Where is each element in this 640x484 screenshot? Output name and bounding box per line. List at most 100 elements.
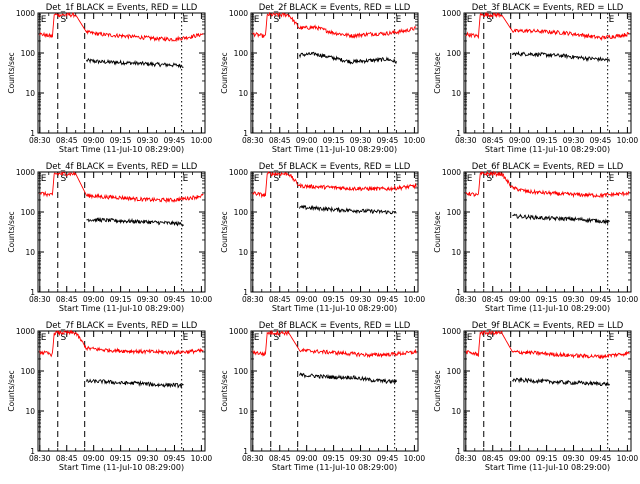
x-tick-label: 09:15 [323, 295, 345, 304]
x-tick-label: 08:30 [242, 454, 264, 463]
x-tick-label: 09:00 [83, 295, 105, 304]
time-marker-label: E [467, 174, 473, 184]
x-tick-label: 08:30 [29, 295, 51, 304]
lld-series-line [39, 11, 204, 43]
x-tick-label: 08:30 [455, 136, 477, 145]
events-series-line [86, 378, 184, 389]
chart-title: Det_7f BLACK = Events, RED = LLD [46, 321, 198, 331]
x-tick-label: 10:00 [191, 454, 213, 463]
x-tick-label: 08:30 [242, 136, 264, 145]
chart-title: Det_1f BLACK = Events, RED = LLD [46, 3, 198, 13]
lld-series-line [465, 11, 630, 42]
x-tick-label: 08:45 [482, 454, 504, 463]
time-marker-label: E [183, 15, 189, 25]
time-marker-label: S [61, 174, 67, 184]
events-series-line [512, 213, 610, 225]
y-tick-label: 10 [238, 89, 248, 98]
axes-frame [37, 330, 206, 452]
time-marker-label: S [487, 333, 493, 343]
x-tick-label: 09:15 [536, 295, 558, 304]
y-axis-label: Counts/sec [433, 370, 442, 411]
y-axis-label: Counts/sec [220, 211, 229, 252]
x-tick-label: 09:15 [536, 136, 558, 145]
x-tick-label: 09:45 [590, 136, 612, 145]
x-tick-label: 08:30 [29, 136, 51, 145]
x-tick-label: 09:00 [296, 454, 318, 463]
y-tick-label: 1 [243, 288, 248, 297]
y-tick-label: 1000 [229, 168, 248, 177]
x-tick-label: 09:15 [323, 136, 345, 145]
x-axis-label: Start Time (11-Jul-10 08:29:00) [59, 145, 184, 154]
y-tick-label: 1 [30, 447, 35, 456]
y-tick-label: 1000 [16, 168, 35, 177]
time-marker-label: E [183, 333, 189, 343]
y-tick-label: 100 [21, 49, 36, 58]
lld-series-line [465, 170, 630, 199]
chart-panel: Det_1f BLACK = Events, RED = LLD 1 10 100 10… [7, 3, 212, 154]
lld-series-line [465, 329, 630, 360]
chart-title: Det_8f BLACK = Events, RED = LLD [259, 321, 411, 331]
x-axis-label: Start Time (11-Jul-10 08:29:00) [59, 463, 184, 472]
y-tick-label: 10 [451, 248, 461, 257]
time-marker-label: S [274, 15, 280, 25]
y-tick-label: 10 [238, 407, 248, 416]
y-axis-label: Counts/sec [433, 52, 442, 93]
chart-title: Det_3f BLACK = Events, RED = LLD [472, 3, 624, 13]
x-tick-label: 09:45 [377, 136, 399, 145]
y-axis-label: Counts/sec [7, 370, 16, 411]
y-tick-label: 10 [451, 407, 461, 416]
chart-title: Det_5f BLACK = Events, RED = LLD [259, 162, 411, 172]
x-tick-label: 09:45 [377, 295, 399, 304]
axes-frame [463, 12, 632, 134]
x-tick-label: 10:00 [617, 454, 639, 463]
y-tick-label: 100 [447, 208, 462, 217]
x-tick-label: 08:30 [242, 295, 264, 304]
chart-title: Det_2f BLACK = Events, RED = LLD [259, 3, 411, 13]
time-marker-label: E [467, 333, 473, 343]
x-tick-label: 09:15 [110, 136, 132, 145]
lld-series-line [252, 171, 417, 199]
x-tick-label: 08:45 [482, 136, 504, 145]
x-axis-label: Start Time (11-Jul-10 08:29:00) [485, 145, 610, 154]
y-tick-label: 10 [25, 89, 35, 98]
x-tick-label: 08:45 [56, 295, 78, 304]
y-tick-label: 100 [234, 367, 249, 376]
chart-panel: Det_5f BLACK = Events, RED = LLD 1 10 100 10… [220, 162, 425, 313]
x-tick-label: 09:00 [296, 136, 318, 145]
events-series-line [299, 372, 397, 384]
x-tick-label: 09:45 [164, 454, 186, 463]
events-series-line [299, 204, 397, 215]
x-tick-label: 10:00 [617, 295, 639, 304]
axes-frame [37, 171, 206, 293]
time-marker-label: E [254, 333, 260, 343]
x-tick-label: 09:45 [590, 295, 612, 304]
chart-panel: Det_7f BLACK = Events, RED = LLD 1 10 100 10… [7, 321, 212, 472]
x-axis-label: Start Time (11-Jul-10 08:29:00) [59, 304, 184, 313]
x-tick-label: 09:30 [350, 295, 372, 304]
y-tick-label: 1 [456, 129, 461, 138]
x-tick-label: 10:00 [191, 136, 213, 145]
y-axis-label: Counts/sec [433, 211, 442, 252]
x-tick-label: 08:45 [56, 136, 78, 145]
time-marker-label: E [396, 15, 402, 25]
x-tick-label: 09:00 [509, 136, 531, 145]
x-tick-label: 10:00 [617, 136, 639, 145]
y-tick-label: 1000 [16, 9, 35, 18]
x-tick-label: 09:00 [83, 136, 105, 145]
events-series-line [512, 376, 610, 387]
x-tick-label: 09:00 [509, 454, 531, 463]
x-tick-label: 09:45 [377, 454, 399, 463]
y-tick-label: 100 [21, 367, 36, 376]
time-marker-label: E [609, 15, 615, 25]
x-axis-label: Start Time (11-Jul-10 08:29:00) [272, 145, 397, 154]
y-tick-label: 100 [447, 367, 462, 376]
x-tick-label: 09:30 [137, 136, 159, 145]
time-marker-label: E [41, 15, 47, 25]
x-tick-label: 09:00 [83, 454, 105, 463]
y-tick-label: 1000 [442, 9, 461, 18]
time-marker-label: E [467, 15, 473, 25]
y-tick-label: 1000 [16, 327, 35, 336]
lld-series-line [252, 329, 417, 359]
axes-frame [463, 330, 632, 452]
chart-panel: Det_4f BLACK = Events, RED = LLD 1 10 100 10… [7, 162, 212, 313]
